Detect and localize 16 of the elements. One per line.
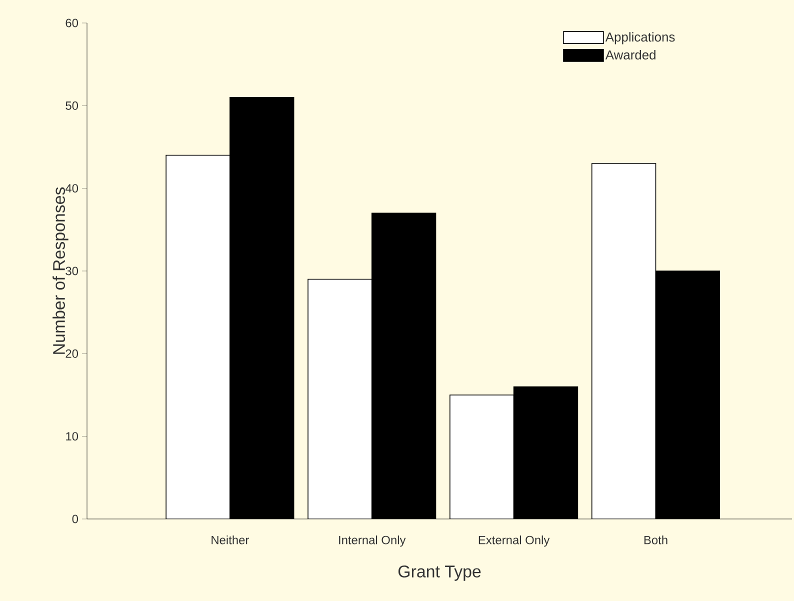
legend-label: Applications (605, 32, 675, 44)
x-tick-label: Internal Only (339, 536, 406, 547)
bar (450, 394, 514, 519)
bar (308, 278, 372, 519)
x-tick-label: External Only (478, 536, 550, 547)
y-tick-label: 60 (66, 18, 78, 28)
bar (591, 163, 656, 519)
x-tick-label: Neither (212, 536, 249, 544)
x-axis-title: Grant Type (398, 565, 481, 581)
x-tick-label: Both (644, 536, 668, 544)
y-tick-label: 20 (66, 349, 78, 358)
bar (166, 154, 230, 519)
y-tick-label: 50 (66, 101, 78, 110)
y-tick-label: 10 (66, 432, 78, 441)
y-tick-label: 0 (72, 514, 78, 524)
legend-label: Awarded (605, 50, 656, 60)
